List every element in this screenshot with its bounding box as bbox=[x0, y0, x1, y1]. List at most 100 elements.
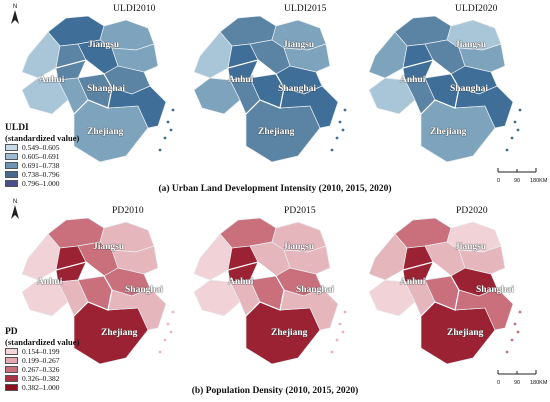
province-boundary bbox=[227, 59, 285, 115]
province-boundary bbox=[402, 59, 460, 115]
legend-swatch bbox=[5, 144, 18, 151]
scale-bar-a: 0 90 180KM bbox=[497, 160, 548, 185]
island-shape bbox=[158, 350, 162, 354]
island-shape bbox=[330, 350, 334, 354]
caption-a: (a) Urban Land Development Intensity (20… bbox=[158, 184, 392, 194]
province-boundary bbox=[402, 261, 460, 317]
island-shape bbox=[516, 128, 520, 132]
island-shape bbox=[166, 120, 170, 124]
island-shape bbox=[505, 148, 509, 152]
legend-label: 0.326–0.382 bbox=[22, 374, 60, 383]
map-title-b2: PD2015 bbox=[284, 206, 316, 216]
scale-tick-0: 0 bbox=[497, 380, 501, 386]
label-jiangsu: Jiangsu bbox=[283, 40, 315, 50]
scale-tick-180: 180KM bbox=[530, 380, 548, 386]
scale-bar-icon bbox=[497, 370, 537, 375]
legend-item: 0.738–0.796 bbox=[5, 170, 95, 179]
label-anhui: Anhui bbox=[228, 75, 254, 85]
scale-tick-180: 180KM bbox=[530, 178, 548, 184]
label-zhejiang: Zhejiang bbox=[87, 127, 124, 137]
label-anhui: Anhui bbox=[39, 75, 65, 85]
legend-swatch bbox=[5, 384, 18, 391]
legend-item: 0.199–0.267 bbox=[5, 356, 95, 365]
label-shanghai: Shanghai bbox=[125, 285, 164, 295]
pd-map-2020 bbox=[368, 217, 522, 365]
legend-label: 0.267–0.326 bbox=[22, 365, 60, 374]
legend-title: PD bbox=[5, 327, 18, 337]
label-jiangsu: Jiangsu bbox=[455, 242, 487, 252]
pd-map-2015 bbox=[193, 217, 347, 365]
island-shape bbox=[330, 148, 334, 152]
legend-title: ULDI bbox=[5, 123, 29, 133]
map-region bbox=[454, 85, 514, 129]
map-region bbox=[21, 233, 61, 281]
legend-uldi: ULDI (standardized value) 0.549–0.605 0.6… bbox=[5, 123, 95, 188]
map-title-b3: PD2020 bbox=[456, 206, 488, 216]
island-shape bbox=[518, 108, 522, 112]
north-label: N bbox=[12, 4, 18, 10]
legend-label: 0.796–1.000 bbox=[22, 179, 60, 188]
legend-swatch bbox=[5, 348, 18, 355]
province-boundary bbox=[55, 261, 113, 317]
island-shape bbox=[505, 350, 509, 354]
island-shape bbox=[169, 128, 173, 132]
uldi-map-2015 bbox=[193, 15, 347, 163]
legend-label: 0.549–0.605 bbox=[22, 143, 60, 152]
label-shanghai: Shanghai bbox=[296, 285, 335, 295]
map-region bbox=[279, 85, 339, 129]
north-arrow-icon bbox=[11, 10, 19, 24]
island-shape bbox=[341, 330, 345, 334]
legend-pd: PD (standardized value) 0.154–0.199 0.199… bbox=[5, 327, 95, 392]
legend-item: 0.382–1.000 bbox=[5, 383, 95, 392]
legend-label: 0.154–0.199 bbox=[22, 347, 60, 356]
label-jiangsu: Jiangsu bbox=[88, 40, 120, 50]
legend-swatch bbox=[5, 162, 18, 169]
island-shape bbox=[513, 120, 517, 124]
province-boundary bbox=[55, 59, 113, 115]
map-region bbox=[279, 287, 339, 331]
island-shape bbox=[338, 120, 342, 124]
uldi-map-2010 bbox=[21, 15, 175, 163]
island-shape bbox=[516, 330, 520, 334]
island-shape bbox=[335, 136, 339, 140]
map-title-b1: PD2010 bbox=[112, 206, 144, 216]
map-region bbox=[107, 287, 167, 331]
scale-tick-0: 0 bbox=[497, 178, 501, 184]
north-arrow-icon bbox=[11, 205, 19, 219]
legend-swatch bbox=[5, 366, 18, 373]
map-region bbox=[193, 233, 233, 281]
label-anhui: Anhui bbox=[400, 277, 426, 287]
legend-item: 0.796–1.000 bbox=[5, 179, 95, 188]
label-zhejiang: Zhejiang bbox=[271, 328, 308, 338]
island-shape bbox=[341, 128, 345, 132]
island-shape bbox=[343, 310, 347, 314]
label-jiangsu: Jiangsu bbox=[93, 242, 125, 252]
island-shape bbox=[171, 108, 175, 112]
label-zhejiang: Zhejiang bbox=[430, 127, 467, 137]
pd-map-2010 bbox=[21, 217, 175, 365]
map-region bbox=[368, 31, 408, 79]
label-anhui: Anhui bbox=[228, 277, 254, 287]
legend-swatch bbox=[5, 357, 18, 364]
legend-label: 0.738–0.796 bbox=[22, 170, 60, 179]
map-region bbox=[193, 31, 233, 79]
island-shape bbox=[163, 338, 167, 342]
legend-label: 0.382–1.000 bbox=[22, 383, 60, 392]
legend-label: 0.199–0.267 bbox=[22, 356, 60, 365]
legend-item: 0.326–0.382 bbox=[5, 374, 95, 383]
legend-items: 0.154–0.199 0.199–0.267 0.267–0.326 0.326–0… bbox=[5, 347, 95, 392]
legend-items: 0.549–0.605 0.605–0.691 0.691–0.738 0.738–0… bbox=[5, 143, 95, 188]
label-anhui: Anhui bbox=[37, 277, 63, 287]
map-region bbox=[21, 31, 61, 79]
island-shape bbox=[158, 148, 162, 152]
map-title-a1: ULDI2010 bbox=[113, 4, 156, 14]
legend-item: 0.549–0.605 bbox=[5, 143, 95, 152]
label-shanghai: Shanghai bbox=[87, 84, 126, 94]
label-anhui: Anhui bbox=[400, 75, 426, 85]
caption-b: (b) Population Density (2010, 2015, 2020… bbox=[191, 386, 359, 396]
label-zhejiang: Zhejiang bbox=[101, 328, 138, 338]
scale-bar-icon bbox=[497, 168, 537, 173]
province-boundary bbox=[227, 261, 285, 317]
island-shape bbox=[169, 330, 173, 334]
island-shape bbox=[166, 322, 170, 326]
